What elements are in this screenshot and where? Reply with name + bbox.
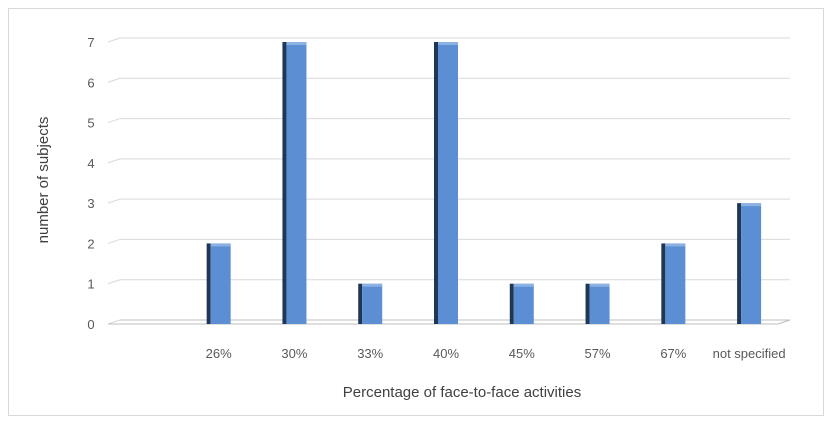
- y-tick-label: 4: [87, 156, 94, 171]
- y-tick-label: 6: [87, 75, 94, 90]
- bar-front: [741, 203, 762, 324]
- gridline-wall: [107, 238, 121, 244]
- y-tick-label: 3: [87, 196, 94, 211]
- bar-side: [434, 42, 438, 324]
- x-tick-label: 40%: [433, 346, 459, 361]
- bar-front: [362, 283, 383, 324]
- bar: [509, 283, 534, 324]
- bar-top: [362, 283, 383, 287]
- bar-top: [286, 42, 307, 45]
- bar: [661, 243, 686, 324]
- bar-side: [509, 283, 514, 324]
- bar-top: [665, 243, 686, 247]
- bar-top: [589, 283, 610, 287]
- bar-side: [661, 243, 666, 324]
- bar-front: [513, 283, 534, 324]
- x-axis-title: Percentage of face-to-face activities: [343, 384, 581, 401]
- bar-front: [438, 42, 458, 324]
- bar-side: [737, 203, 742, 324]
- gridline-wall: [107, 198, 121, 204]
- bar-side: [358, 283, 363, 324]
- gridline-wall: [107, 37, 121, 43]
- bar-front: [286, 42, 307, 324]
- y-tick-label: 5: [87, 116, 94, 131]
- y-tick-label: 2: [87, 236, 94, 251]
- x-tick-label: 26%: [206, 346, 232, 361]
- x-tick-labels: 26% 30% 33% 40% 45% 57% 67% not specified: [206, 346, 786, 361]
- gridline-wall: [107, 118, 121, 124]
- x-tick-label: 45%: [509, 346, 535, 361]
- x-tick-label: 67%: [660, 346, 686, 361]
- bar-front: [665, 243, 686, 324]
- bar-side: [282, 42, 287, 324]
- x-tick-label: 33%: [357, 346, 383, 361]
- bar-side: [206, 243, 211, 324]
- gridline-wall: [107, 158, 121, 164]
- bar-front: [210, 243, 231, 324]
- bar: [282, 42, 307, 324]
- bar: [434, 42, 458, 324]
- bar: [358, 283, 383, 324]
- gridline-wall: [107, 77, 121, 83]
- y-tick-label: 7: [87, 35, 94, 50]
- x-tick-label: not specified: [713, 346, 786, 361]
- x-axis-floor-edge: [777, 319, 791, 325]
- bar-top: [513, 283, 534, 287]
- bar: [585, 283, 610, 324]
- bar-top: [741, 203, 762, 207]
- chart-frame: [8, 8, 824, 416]
- bar: [737, 203, 762, 324]
- y-tick-label: 0: [87, 317, 94, 332]
- bar-side: [585, 283, 590, 324]
- bar: [206, 243, 231, 324]
- x-tick-label: 30%: [281, 346, 307, 361]
- bar-front: [589, 283, 610, 324]
- bars: [206, 42, 762, 324]
- gridline-wall: [107, 319, 121, 325]
- y-tick-label: 1: [87, 277, 94, 292]
- gridline-wall: [107, 279, 121, 285]
- bar-top: [438, 42, 458, 45]
- y-tick-labels: 0 1 2 3 4 5 6 7: [87, 35, 94, 332]
- x-tick-label: 57%: [585, 346, 611, 361]
- bar-top: [210, 243, 231, 247]
- y-axis-title: number of subjects: [35, 117, 52, 244]
